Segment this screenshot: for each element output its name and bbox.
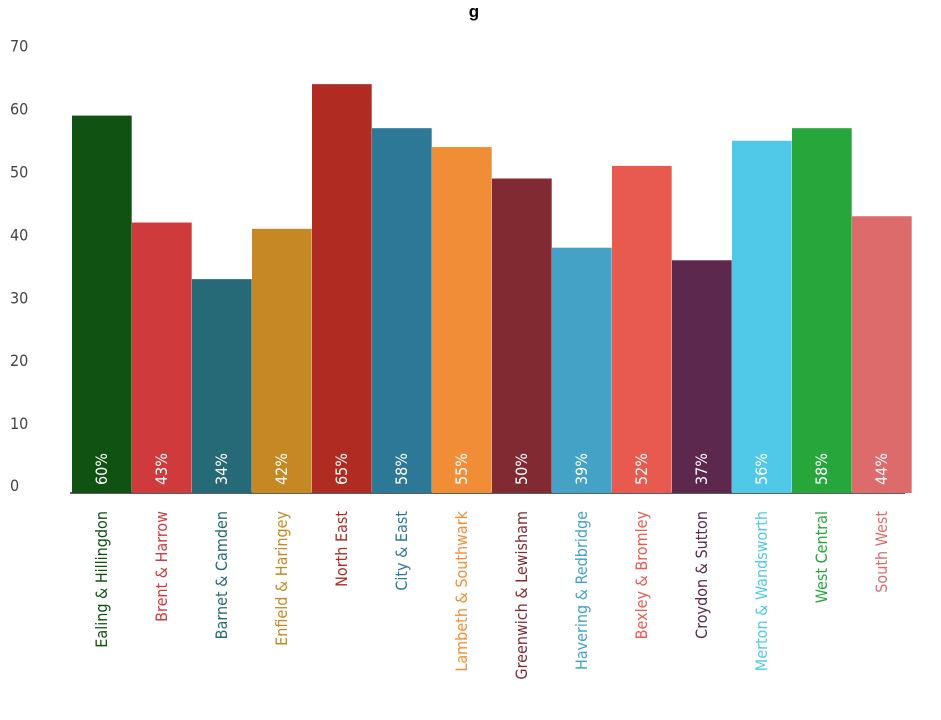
bar bbox=[492, 178, 552, 493]
bar bbox=[252, 228, 312, 493]
bar-value-label: 44% bbox=[872, 453, 891, 485]
bar-value-label: 34% bbox=[212, 453, 231, 485]
bar-value-label: 65% bbox=[332, 453, 351, 485]
bar bbox=[552, 247, 612, 493]
y-tick-label: 30 bbox=[10, 288, 28, 307]
bar bbox=[732, 140, 792, 493]
bar bbox=[192, 279, 252, 493]
bar bbox=[852, 216, 912, 494]
bar-value-label: 52% bbox=[632, 453, 651, 485]
x-category-label: South West bbox=[872, 511, 891, 593]
y-tick-label: 60 bbox=[10, 100, 28, 119]
bar-value-label: 37% bbox=[692, 453, 711, 485]
x-category-label: Croydon & Sutton bbox=[692, 511, 711, 639]
bar-value-label: 50% bbox=[512, 453, 531, 485]
x-category-label: Bexley & Bromley bbox=[632, 511, 651, 640]
bar-value-label: 58% bbox=[812, 453, 831, 485]
x-category-label: Ealing & Hillingdon bbox=[92, 511, 111, 648]
bar bbox=[792, 128, 852, 493]
x-category-label: Enfield & Haringey bbox=[272, 511, 291, 646]
bar bbox=[312, 84, 372, 494]
x-category-label: North East bbox=[332, 511, 351, 587]
x-category-label: Merton & Wandsworth bbox=[752, 511, 771, 671]
bar-value-label: 56% bbox=[752, 453, 771, 485]
bar bbox=[72, 115, 132, 493]
x-category-label: Barnet & Camden bbox=[212, 511, 231, 639]
bar-value-label: 55% bbox=[452, 453, 471, 485]
y-tick-label: 50 bbox=[10, 163, 28, 182]
bar bbox=[372, 128, 432, 493]
bar-value-label: 43% bbox=[152, 453, 171, 485]
y-tick-label: 70 bbox=[10, 37, 28, 56]
x-category-label: Brent & Harrow bbox=[152, 511, 171, 622]
x-category-label: City & East bbox=[392, 511, 411, 591]
bar-value-label: 42% bbox=[272, 453, 291, 485]
y-axis: 0 10 20 30 40 50 60 70 bbox=[10, 37, 28, 495]
x-category-label: Havering & Redbridge bbox=[572, 511, 591, 670]
bar-value-label: 60% bbox=[92, 453, 111, 485]
bar bbox=[432, 147, 492, 494]
bars bbox=[72, 84, 912, 494]
bar-value-label: 39% bbox=[572, 453, 591, 485]
bar bbox=[612, 165, 672, 494]
y-tick-label: 0 bbox=[10, 476, 19, 495]
y-tick-label: 20 bbox=[10, 351, 28, 370]
y-tick-label: 40 bbox=[10, 225, 28, 244]
x-category-label: Greenwich & Lewisham bbox=[512, 511, 531, 680]
x-category-label: Lambeth & Southwark bbox=[452, 510, 471, 671]
y-tick-label: 10 bbox=[10, 414, 28, 433]
bar bbox=[132, 222, 192, 493]
x-category-label: West Central bbox=[812, 511, 831, 603]
x-axis-categories: Ealing & Hillingdon Brent & Harrow Barnet … bbox=[92, 510, 891, 679]
bar bbox=[672, 260, 732, 493]
chart-title: g bbox=[469, 2, 479, 21]
data-labels: 60% 43% 34% 42% 65% 58% 55% 50% 39% 52% 37% 56% 58% 4… bbox=[92, 453, 891, 485]
bar-value-label: 58% bbox=[392, 453, 411, 485]
